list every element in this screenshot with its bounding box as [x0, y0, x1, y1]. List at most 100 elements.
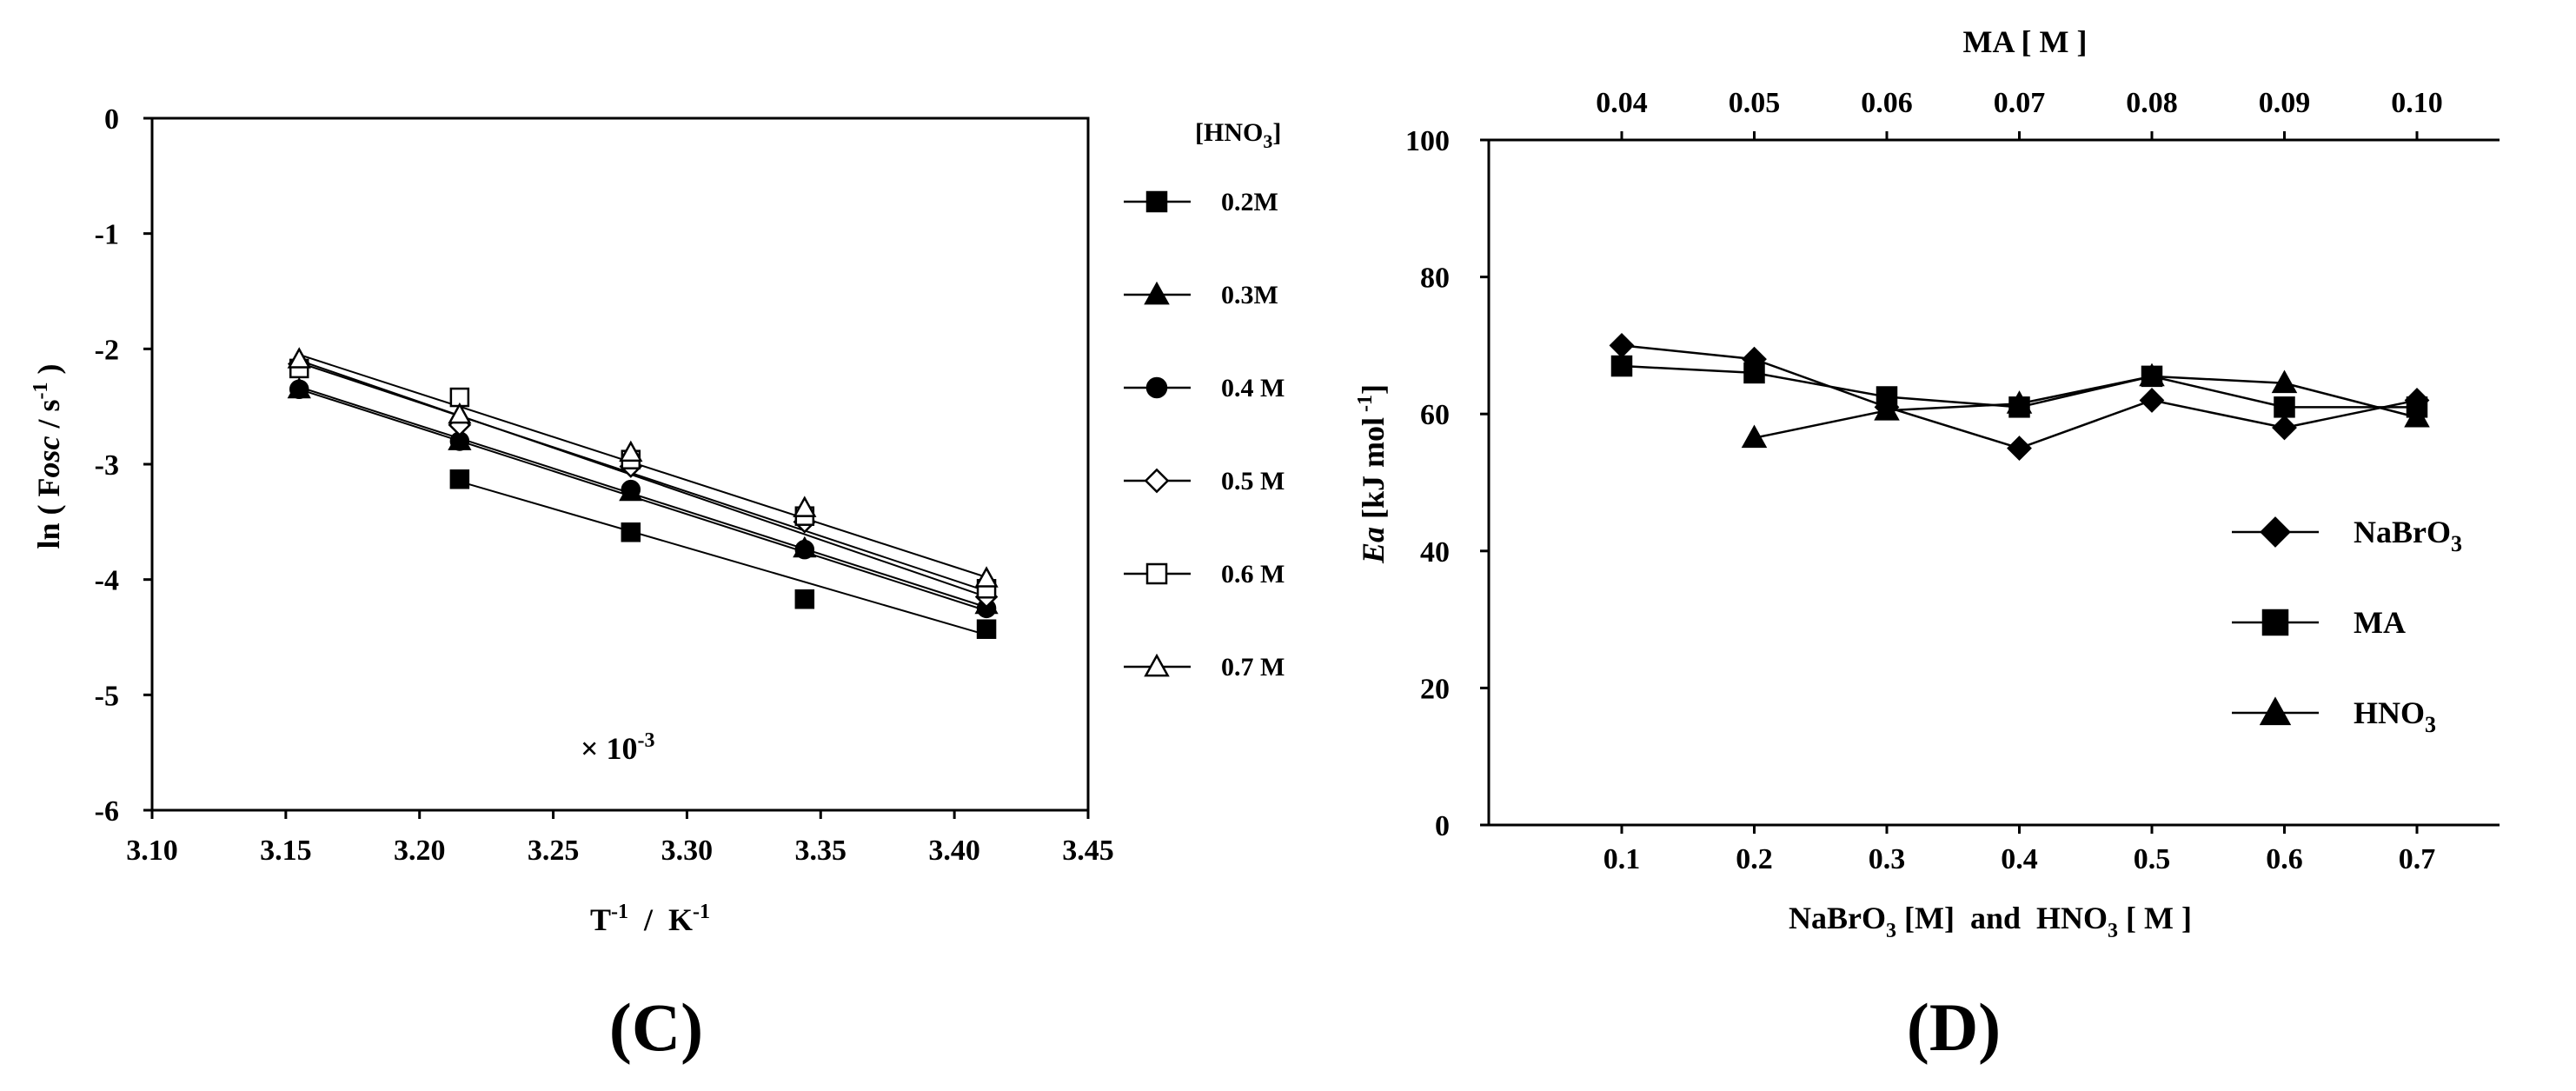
panel-c-y-tick-label: -4: [95, 565, 119, 597]
panel-d-data-point: [2007, 436, 2032, 462]
panel-c-data-point: [287, 347, 311, 369]
panel-d-data-point: [1741, 424, 1768, 449]
panel-c-label: (C): [609, 989, 703, 1065]
panel-c-x-tick-label: 3.25: [528, 835, 580, 867]
panel-d-y-axis-label: Ea [kJ mol -1]: [1354, 384, 1391, 564]
panel-c-data-point: [621, 522, 641, 542]
panel-c-legend-marker: [1144, 468, 1170, 494]
panel-c-data-point: [619, 440, 643, 462]
panel-d-axes: 0 20 40 60 80 100 0.1 0.04 0.2 0.05 0.3 0.06 0.4 0.07…: [1405, 87, 2500, 875]
panel-c-fit-line: [459, 480, 987, 636]
panel-c-y-tick-label: -5: [95, 680, 119, 712]
panel-c-legend-label: 0.5 M: [1221, 467, 1285, 496]
panel-d-legend-marker: [2260, 516, 2291, 548]
panel-d-y-tick-label: 80: [1420, 263, 1450, 295]
panel-d-data-point: [2271, 369, 2298, 394]
panel-c-data-point: [794, 589, 815, 609]
panel-c-y-tick-label: -1: [95, 219, 119, 251]
panel-d-data-point: [2139, 388, 2165, 413]
panel-c-x-tick-label: 3.15: [260, 835, 312, 867]
panel-d-top-tick-label: 0.06: [1861, 87, 1913, 119]
panel-c-x-tick-label: 3.10: [126, 835, 178, 867]
panel-c-fit-line: [298, 388, 987, 612]
panel-d-y-tick-label: 60: [1420, 399, 1450, 431]
panel-c-legend-label: 0.6 M: [1221, 560, 1285, 589]
panel-d-legend: NaBrO3 MA HNO3: [2232, 515, 2462, 737]
panel-c-y-tick-label: -3: [95, 449, 119, 482]
panel-d-data-point: [1874, 397, 1900, 421]
panel-d-data-point: [2006, 390, 2033, 414]
panel-c-data-point: [449, 469, 470, 489]
panel-c-legend-marker: [1145, 562, 1168, 585]
panel-c-data-point: [793, 496, 817, 517]
panel-c-data-point: [794, 539, 815, 560]
panel-d-legend-label: NaBrO3: [2354, 515, 2462, 556]
panel-c-y-tick-label: 0: [104, 103, 119, 136]
panel-c-fit-line: [298, 354, 987, 578]
panel-d-x-tick-label: 0.1: [1603, 843, 1641, 875]
panel-c-legend-label: 0.2M: [1221, 188, 1278, 216]
panel-d-top-tick-label: 0.05: [1729, 87, 1781, 119]
panel-c-legend-label: 0.4 M: [1221, 374, 1285, 402]
panel-c-y-axis-label: ln ( Fosc / s-1 ): [30, 363, 66, 549]
panel-d-data-point: [1610, 355, 1633, 377]
panel-d-legend-marker: [2259, 696, 2292, 726]
panel-c-data-point: [289, 379, 309, 400]
panel-c-x-axis-label: T-1 / K-1: [590, 901, 710, 937]
panel-c-legend-title: [HNO3]: [1195, 118, 1281, 152]
panel-c-series: [287, 347, 999, 639]
panel-c-x-tick-label: 3.30: [661, 835, 714, 867]
panel-c-x-tick-label: 3.35: [795, 835, 847, 867]
panel-c-x-tick-label: 3.40: [928, 835, 980, 867]
panel-c-legend-label: 0.7 M: [1221, 653, 1285, 682]
panel-d-y-tick-label: 100: [1405, 125, 1450, 157]
panel-c-chart: 3.10 3.15 3.20 3.25 3.30 3.35 3.40 3.45 0 -1 -2 -3 -…: [30, 103, 1285, 1065]
panel-d-top-tick-label: 0.04: [1596, 87, 1648, 119]
panel-c-legend-marker: [1145, 376, 1168, 399]
panel-d-data-point: [2274, 396, 2295, 418]
panel-d-y-tick-label: 0: [1435, 810, 1450, 842]
panel-c-x-tick-label: 3.45: [1062, 835, 1114, 867]
panel-c-x-tick-label: 3.20: [394, 835, 446, 867]
panel-c-legend: [HNO3] 0.2M 0.3M 0.4 M 0.5 M 0.6 M 0.7 M: [1124, 118, 1285, 682]
panel-d-y-tick-label: 40: [1420, 536, 1450, 569]
panel-d-y-tick-label: 20: [1420, 673, 1450, 705]
panel-d-series: [1609, 332, 2430, 462]
panel-d-top-tick-label: 0.07: [1994, 87, 2046, 119]
panel-d-x-tick-label: 0.5: [2134, 843, 2171, 875]
panel-c-data-point: [974, 566, 999, 588]
panel-c-legend-label: 0.3M: [1221, 281, 1278, 309]
panel-d-x-axis-label: NaBrO3 [M] and HNO3 [ M ]: [1789, 901, 2192, 942]
panel-c-legend-marker: [1144, 281, 1170, 305]
panel-d-data-point: [2139, 363, 2165, 387]
panel-c-data-point: [621, 479, 641, 500]
panel-c-data-point: [448, 402, 472, 424]
panel-c-legend-marker: [1144, 653, 1170, 677]
panel-d-top-axis-label: MA [ M ]: [1963, 24, 2088, 59]
panel-c-fit-line: [298, 362, 987, 592]
panel-c-legend-marker: [1145, 190, 1168, 213]
panel-d-x-tick-label: 0.7: [2399, 843, 2436, 875]
panel-d-series-line: [1754, 375, 2418, 440]
panel-d-data-point: [1609, 332, 1635, 358]
panel-d-x-tick-label: 0.2: [1736, 843, 1773, 875]
panel-d-data-point: [1743, 362, 1765, 384]
panel-c-fit-line: [298, 359, 987, 598]
panel-d-legend-label: HNO3: [2354, 695, 2436, 737]
panel-d-data-point: [2272, 415, 2297, 441]
panel-d-x-tick-label: 0.4: [2001, 843, 2038, 875]
panel-c-y-tick-label: -2: [95, 334, 119, 366]
panel-d-x-tick-label: 0.6: [2266, 843, 2303, 875]
panel-d-top-tick-label: 0.08: [2126, 87, 2178, 119]
panel-d-x-tick-label: 0.3: [1869, 843, 1906, 875]
panel-d-legend-marker: [2261, 609, 2289, 636]
panel-c-multiplier: × 10-3: [581, 729, 655, 766]
panel-c-axes: 3.10 3.15 3.20 3.25 3.30 3.35 3.40 3.45 0 -1 -2 -3 -…: [95, 103, 1114, 867]
panel-d-legend-label: MA: [2354, 605, 2406, 640]
panel-c-plot-frame: [150, 116, 1090, 812]
panel-d-label: (D): [1907, 989, 2001, 1065]
panel-c-fit-line: [298, 386, 987, 609]
panel-d-chart: 0 20 40 60 80 100 0.1 0.04 0.2 0.05 0.3 0.06 0.4 0.07…: [1354, 24, 2500, 1065]
panel-c-data-point: [976, 619, 997, 639]
